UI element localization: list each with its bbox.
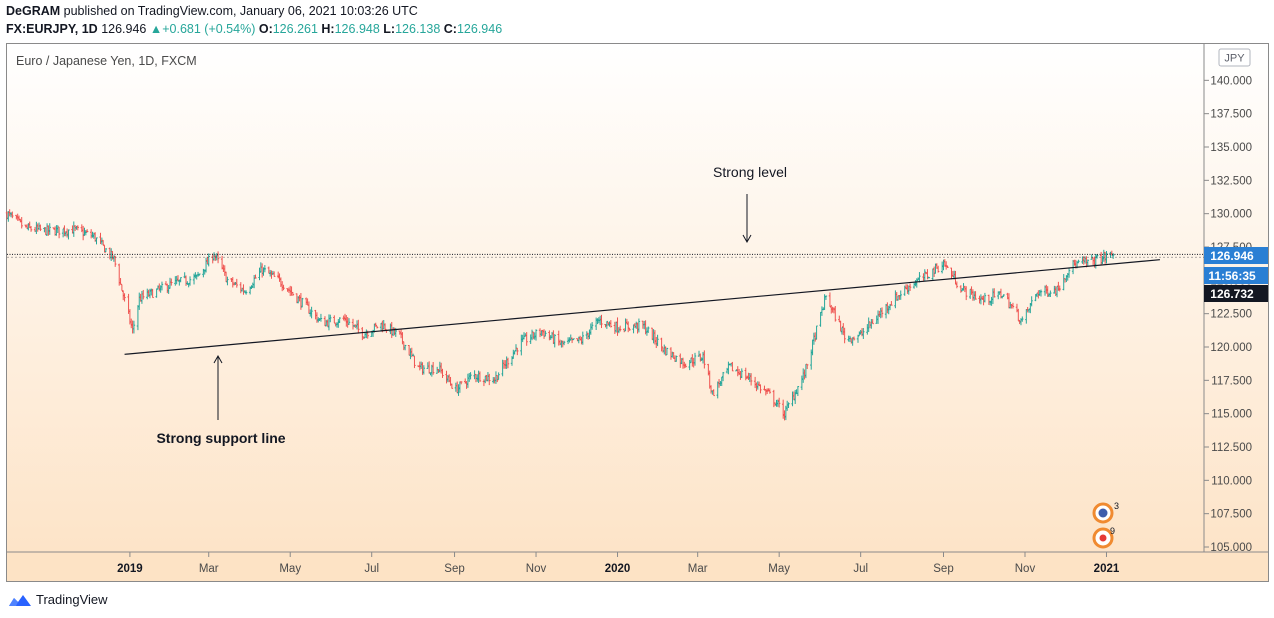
chart-frame [6,43,1269,582]
time-tick-label: Nov [526,563,547,575]
currency-badge-box[interactable] [1218,48,1251,67]
last-price: 126.946 [101,22,147,36]
time-axis-background [7,552,1268,581]
high-value: 126.948 [334,22,380,36]
tradingview-brand-text: TradingView [36,592,108,607]
countdown-tag: 11:56:35 [1208,269,1256,283]
price-tick-label: 117.500 [1211,375,1252,387]
price-tick-label: 135.000 [1210,142,1252,154]
price-tick-label: 107.500 [1210,509,1252,521]
time-tick-label: 2020 [605,563,631,575]
up-arrow-icon: ▲ [149,22,163,36]
author-name[interactable]: DeGRAM [6,4,61,18]
price-tick-label: 105.000 [1210,542,1252,554]
currency-badge[interactable]: JPY [1224,53,1245,65]
tradingview-logo-icon [9,594,31,606]
last-price-tag: 126.946 [1210,249,1254,263]
publish-info: DeGRAM published on TradingView.com, Jan… [6,4,418,18]
cursor-price-tag: 126.732 [1210,287,1254,301]
annotation-strong-support: Strong support line [156,430,285,446]
events-count: 3 [1114,501,1119,511]
price-tick-label: 115.000 [1211,409,1252,421]
last-price-tag-box [1204,247,1268,264]
low-value: 126.138 [395,22,441,36]
event-badges[interactable]: 3 9 [1092,501,1119,549]
annotation-strong-level: Strong level [713,164,787,180]
price-tick-label: 110.000 [1211,475,1252,487]
symbol-label: FX:EURJPY, 1D [6,22,98,36]
time-tick-label: Sep [444,563,464,575]
time-tick-label: Sep [933,563,953,575]
ohlc-header: FX:EURJPY, 1D 126.946 ▲+0.681 (+0.54%) O… [6,22,502,36]
dividends-icon-core [1099,534,1107,542]
price-tick-label: 137.500 [1210,109,1252,121]
cursor-price-tag-box [1204,285,1268,302]
tradingview-brand[interactable]: TradingView [8,592,108,607]
price-tick-label: 120.000 [1210,342,1252,354]
time-tick-label: Mar [688,563,708,575]
time-tick-label: May [768,563,790,575]
close-label: C: [443,22,457,36]
events-icon-core [1098,508,1108,518]
price-tick-label: 132.500 [1210,175,1252,187]
price-tags: 126.946 11:56:35 126.732 [1204,247,1268,302]
open-value: 126.261 [272,22,318,36]
chart-title: Euro / Japanese Yen, 1D, FXCM [16,54,197,68]
price-tick-label: 130.000 [1210,209,1252,221]
time-tick-label: 2019 [117,563,143,575]
countdown-tag-box [1204,267,1268,284]
price-tick-label: 122.500 [1210,309,1252,321]
strong-level-arrowhead [742,234,752,244]
time-tick-label: Mar [199,563,219,575]
time-tick-label: 2021 [1094,563,1120,575]
price-change: +0.681 (+0.54%) [162,22,256,36]
drawings [7,194,1204,420]
time-tick-label: Jul [364,563,379,575]
high-label: H: [321,22,335,36]
low-label: L: [383,22,396,36]
published-text: published on TradingView.com, January 06… [63,4,418,18]
price-tick-label: 112.500 [1211,442,1252,454]
plot-background [7,44,1204,552]
support-arrowhead [213,354,223,364]
candle-series [5,209,1115,421]
price-tick-label: 140.000 [1210,75,1252,87]
dividends-count: 9 [1110,526,1115,536]
time-axis: 2019 Mar May Jul Sep Nov 2020 Mar May Jul Sep Nov 20… [117,552,1120,575]
close-value: 126.946 [456,22,503,36]
price-axis: 140.000137.500135.000132.500130.000127.5… [1204,75,1252,554]
time-tick-label: May [279,563,301,575]
open-label: O: [258,22,273,36]
support-trendline [124,259,1160,355]
time-tick-label: Jul [853,563,868,575]
time-tick-label: Nov [1015,563,1036,575]
